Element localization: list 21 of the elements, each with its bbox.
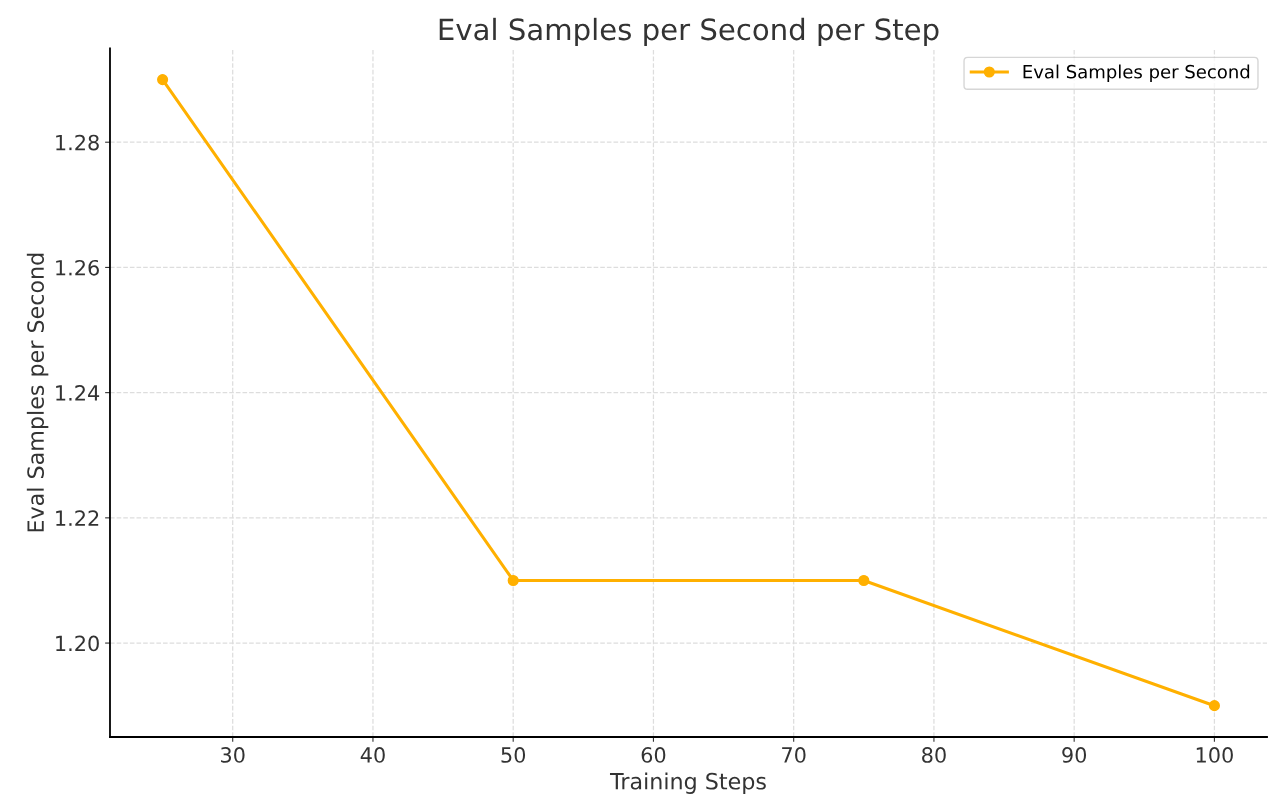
x-tick-label: 30	[221, 747, 245, 763]
point	[157, 74, 169, 86]
y-tick-label: 1.26	[56, 259, 99, 276]
x-axis-title: Training Steps	[609, 772, 766, 794]
y-axis-title: Eval Samples per Second	[26, 253, 49, 532]
x-tick-label: 50	[501, 747, 526, 763]
y-tick-label: 1.20	[56, 635, 99, 652]
point	[858, 574, 870, 587]
point	[507, 574, 519, 587]
x-tick-label: 90	[1062, 747, 1087, 763]
x-tick-label: 60	[641, 747, 666, 763]
x-tick-label: 100	[1196, 747, 1233, 763]
y-tick-label: 1.28	[56, 134, 99, 151]
legend-label: Eval Samples per Second	[1023, 64, 1250, 83]
y-tick-label: 1.22	[56, 510, 99, 526]
chart-title: Eval Samples per Second per Step	[439, 17, 939, 47]
x-tick-label: 80	[922, 747, 946, 763]
x-tick-label: 40	[360, 747, 385, 763]
x-tick-label: 70	[782, 747, 806, 763]
point	[1208, 700, 1220, 712]
y-tick-label: 1.24	[56, 385, 100, 401]
